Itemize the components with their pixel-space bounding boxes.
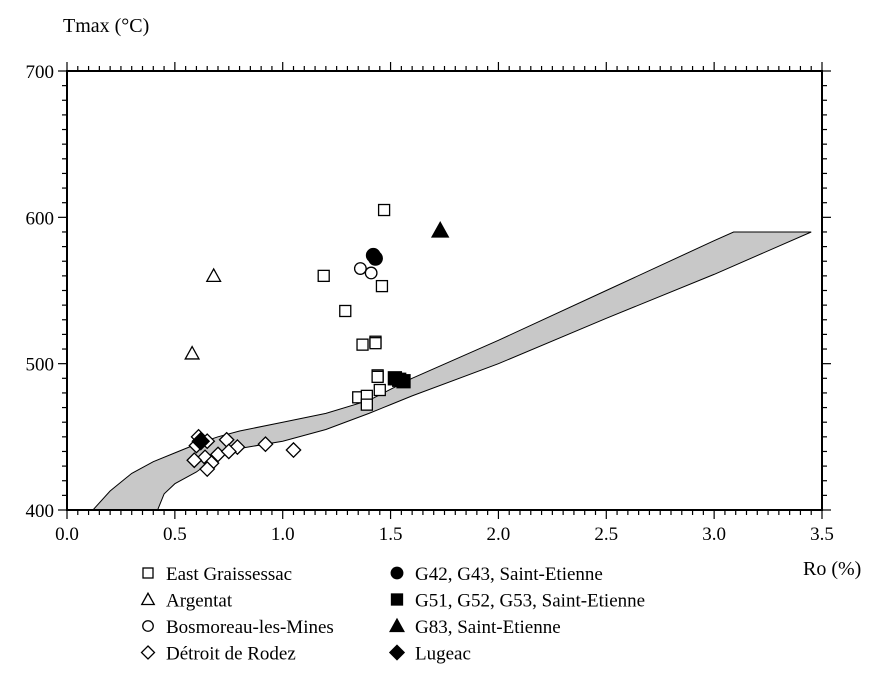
data-point	[430, 221, 450, 238]
x-tick-label: 0.5	[163, 524, 187, 545]
y-axis-title: Tmax (°C)	[63, 15, 149, 37]
data-point	[186, 452, 203, 469]
data-point	[199, 460, 216, 478]
legend-label: G42, G43, Saint-Etienne	[415, 564, 603, 585]
data-points	[184, 203, 450, 478]
data-point	[229, 439, 246, 456]
legend-marker	[390, 593, 404, 606]
y-tick-label: 400	[26, 501, 55, 522]
legend-marker	[389, 617, 405, 633]
x-tick-label: 2.5	[594, 524, 618, 545]
legend-marker	[140, 645, 156, 660]
legend-label: Détroit de Rodez	[166, 644, 296, 665]
data-point	[205, 267, 222, 283]
data-point	[367, 250, 383, 266]
x-tick-label: 1.0	[271, 524, 295, 545]
data-point	[375, 279, 389, 293]
legend-marker	[142, 620, 154, 632]
data-point	[356, 338, 369, 351]
data-point	[396, 374, 411, 389]
data-point	[184, 345, 201, 360]
data-point	[369, 337, 382, 350]
legend-label: Bosmoreau-les-Mines	[166, 617, 334, 638]
legend-marker	[390, 566, 404, 580]
y-tick-label: 600	[26, 208, 55, 229]
x-tick-label: 0.0	[55, 524, 79, 545]
data-point	[373, 383, 386, 397]
legend: East Graissessac Argentat Bosmoreau-les-Mi…	[140, 564, 645, 665]
x-tick-label: 2.0	[487, 524, 511, 545]
legend-label: G51, G52, G53, Saint-Etienne	[415, 591, 645, 612]
y-tick-label: 700	[26, 62, 55, 83]
plot-frame	[66, 70, 823, 511]
data-point	[360, 398, 373, 411]
legend-marker	[388, 644, 406, 661]
legend-label: East Graissessac	[166, 564, 292, 585]
data-point	[377, 203, 391, 217]
data-point	[317, 269, 330, 283]
data-point	[220, 443, 237, 460]
data-point	[364, 266, 378, 280]
data-point	[191, 431, 211, 451]
legend-label: G83, Saint-Etienne	[415, 617, 561, 638]
data-point	[339, 304, 352, 318]
data-point	[285, 441, 302, 459]
legend-label: Argentat	[166, 591, 233, 612]
x-tick-label: 3.5	[810, 524, 834, 545]
x-axis-title: Ro (%)	[803, 558, 861, 580]
y-tick-label: 500	[26, 355, 55, 376]
data-point	[353, 262, 367, 275]
x-tick-label: 1.5	[379, 524, 403, 545]
data-point	[371, 370, 384, 383]
data-point	[257, 436, 274, 453]
legend-marker	[140, 591, 156, 606]
legend-label: Lugeac	[415, 644, 471, 665]
x-tick-label: 3.0	[702, 524, 726, 545]
legend-marker	[142, 567, 154, 579]
axis-ticks: 0.0 0.5 1.0 1.5 2.0 2.5 3.0 3.5 400 500 600 700	[26, 62, 834, 545]
